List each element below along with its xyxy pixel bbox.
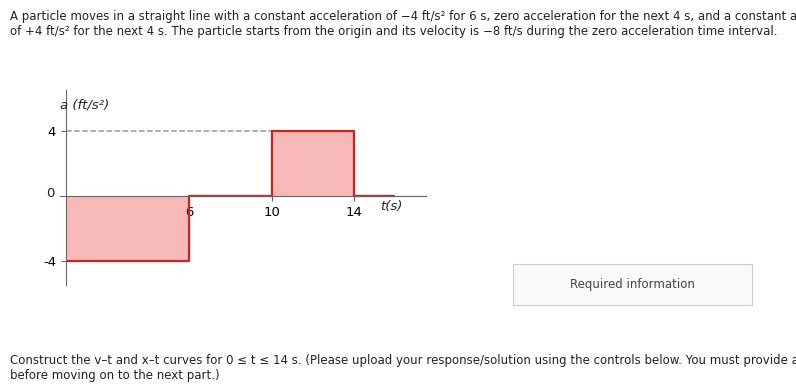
- Text: a (ft/s²): a (ft/s²): [60, 99, 109, 111]
- Text: A particle moves in a straight line with a constant acceleration of −4 ft/s² for: A particle moves in a straight line with…: [10, 10, 796, 23]
- Text: of +4 ft/s² for the next 4 s. The particle starts from the origin and its veloci: of +4 ft/s² for the next 4 s. The partic…: [10, 25, 777, 38]
- Text: before moving on to the next part.): before moving on to the next part.): [10, 369, 219, 382]
- Text: Required information: Required information: [571, 278, 695, 291]
- Text: t(s): t(s): [380, 200, 402, 213]
- Text: Construct the v–t and x–t curves for 0 ≤ t ≤ 14 s. (Please upload your response/: Construct the v–t and x–t curves for 0 ≤…: [10, 354, 796, 367]
- Text: 0: 0: [46, 187, 55, 200]
